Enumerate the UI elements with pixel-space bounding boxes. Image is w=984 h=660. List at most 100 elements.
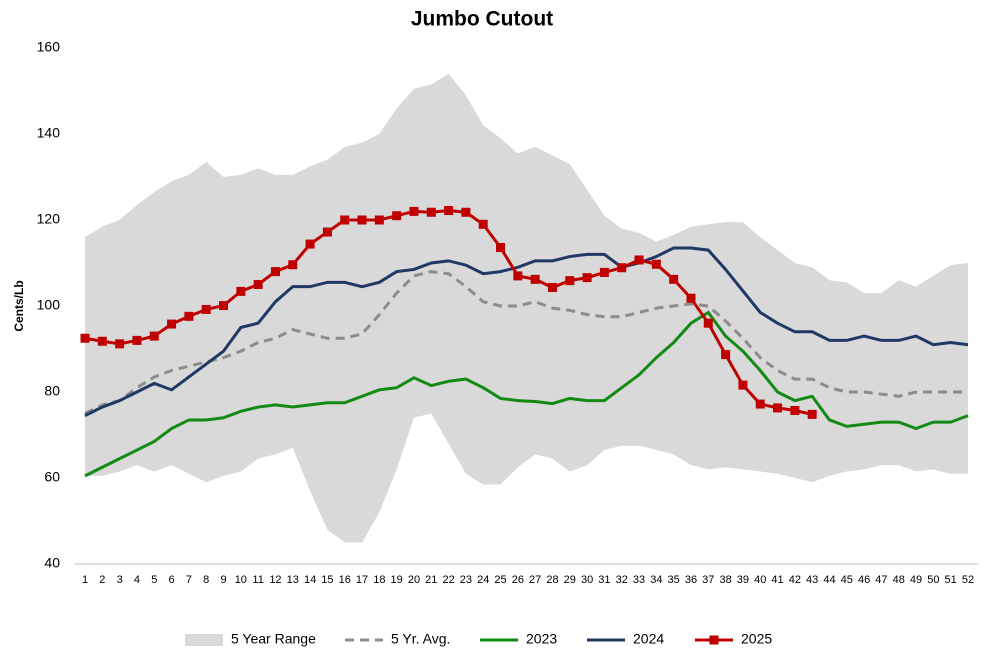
x-tick-label: 51 (945, 574, 957, 586)
point-marker (738, 380, 748, 390)
point-marker (755, 399, 765, 409)
point-marker (270, 267, 280, 277)
x-tick-label: 7 (186, 574, 192, 586)
x-tick-label: 4 (134, 574, 140, 586)
chart-title: Jumbo Cutout (411, 8, 553, 31)
point-marker (565, 276, 575, 286)
x-tick-label: 24 (477, 574, 489, 586)
legend-label: 5 Yr. Avg. (391, 631, 450, 647)
x-tick-label: 22 (442, 574, 454, 586)
series-line (84, 270, 968, 415)
point-marker (426, 207, 436, 217)
x-tick-label: 35 (668, 574, 680, 586)
point-marker (374, 215, 384, 225)
point-marker (547, 283, 557, 293)
point-marker (496, 243, 506, 253)
x-tick-label: 1 (82, 574, 88, 586)
point-marker (686, 293, 696, 303)
x-tick-label: 21 (425, 574, 437, 586)
x-tick-label: 38 (719, 574, 731, 586)
legend-label: 2024 (633, 631, 664, 647)
point-marker (530, 274, 540, 284)
point-marker (807, 409, 817, 419)
x-tick-label: 28 (546, 574, 558, 586)
y-axis-label: Cents/Lb (12, 280, 26, 331)
legend-marker (709, 635, 719, 645)
x-tick-label: 32 (616, 574, 628, 586)
x-tick-label: 37 (702, 574, 714, 586)
x-tick-label: 18 (373, 574, 385, 586)
point-marker (513, 271, 523, 281)
y-tick-label: 120 (37, 211, 61, 227)
legend-label: 2025 (741, 631, 772, 647)
x-tick-label: 49 (910, 574, 922, 586)
point-marker (219, 301, 229, 311)
point-marker (444, 206, 454, 216)
point-marker (617, 263, 627, 273)
x-tick-label: 50 (927, 574, 939, 586)
x-tick-label: 5 (151, 574, 157, 586)
x-tick-label: 45 (841, 574, 853, 586)
x-tick-label: 36 (685, 574, 697, 586)
point-marker (773, 403, 783, 413)
range-area (85, 73, 968, 543)
point-marker (322, 227, 332, 237)
x-tick-label: 46 (858, 574, 870, 586)
point-marker (634, 255, 644, 265)
series-line (84, 310, 969, 478)
x-tick-label: 52 (962, 574, 974, 586)
point-marker (201, 304, 211, 314)
point-marker (340, 215, 350, 225)
x-tick-label: 47 (875, 574, 887, 586)
legend-label: 2023 (526, 631, 557, 647)
x-tick-label: 9 (220, 574, 226, 586)
x-tick-label: 48 (893, 574, 905, 586)
x-tick-label: 44 (823, 574, 835, 586)
point-marker (236, 286, 246, 296)
point-marker (651, 259, 661, 269)
point-marker (115, 339, 125, 349)
x-tick-label: 26 (512, 574, 524, 586)
x-tick-label: 20 (408, 574, 420, 586)
x-tick-label: 10 (235, 574, 247, 586)
x-tick-label: 43 (806, 574, 818, 586)
x-tick-label: 29 (564, 574, 576, 586)
point-marker (253, 280, 263, 289)
x-tick-label: 12 (269, 574, 281, 586)
legend-swatch (185, 634, 223, 646)
y-tick-label: 80 (44, 383, 60, 399)
point-marker (703, 318, 713, 328)
y-tick-label: 160 (37, 39, 61, 55)
point-marker (721, 350, 731, 360)
x-tick-label: 8 (203, 574, 209, 586)
point-marker (599, 267, 609, 277)
x-tick-label: 11 (252, 574, 263, 586)
x-tick-label: 30 (581, 574, 593, 586)
x-tick-label: 15 (321, 574, 333, 586)
point-marker (409, 206, 419, 216)
point-marker (97, 336, 107, 346)
legend-label: 5 Year Range (231, 631, 316, 647)
series-line (84, 246, 969, 417)
point-marker (392, 211, 402, 221)
x-tick-label: 2 (99, 574, 105, 586)
x-tick-label: 27 (529, 574, 541, 586)
x-tick-label: 3 (117, 574, 123, 586)
x-tick-label: 42 (789, 574, 801, 586)
y-tick-label: 40 (44, 555, 60, 571)
point-marker (149, 331, 159, 341)
x-tick-label: 40 (754, 574, 766, 586)
x-tick-label: 41 (771, 574, 783, 586)
point-marker (582, 273, 592, 283)
x-tick-label: 13 (287, 574, 299, 586)
point-marker (305, 239, 315, 249)
x-tick-label: 25 (494, 574, 506, 586)
point-marker (132, 335, 142, 345)
x-tick-label: 31 (598, 574, 610, 586)
y-tick-label: 100 (37, 297, 61, 313)
point-marker (461, 207, 471, 217)
point-marker (669, 274, 679, 284)
x-tick-label: 16 (339, 574, 351, 586)
